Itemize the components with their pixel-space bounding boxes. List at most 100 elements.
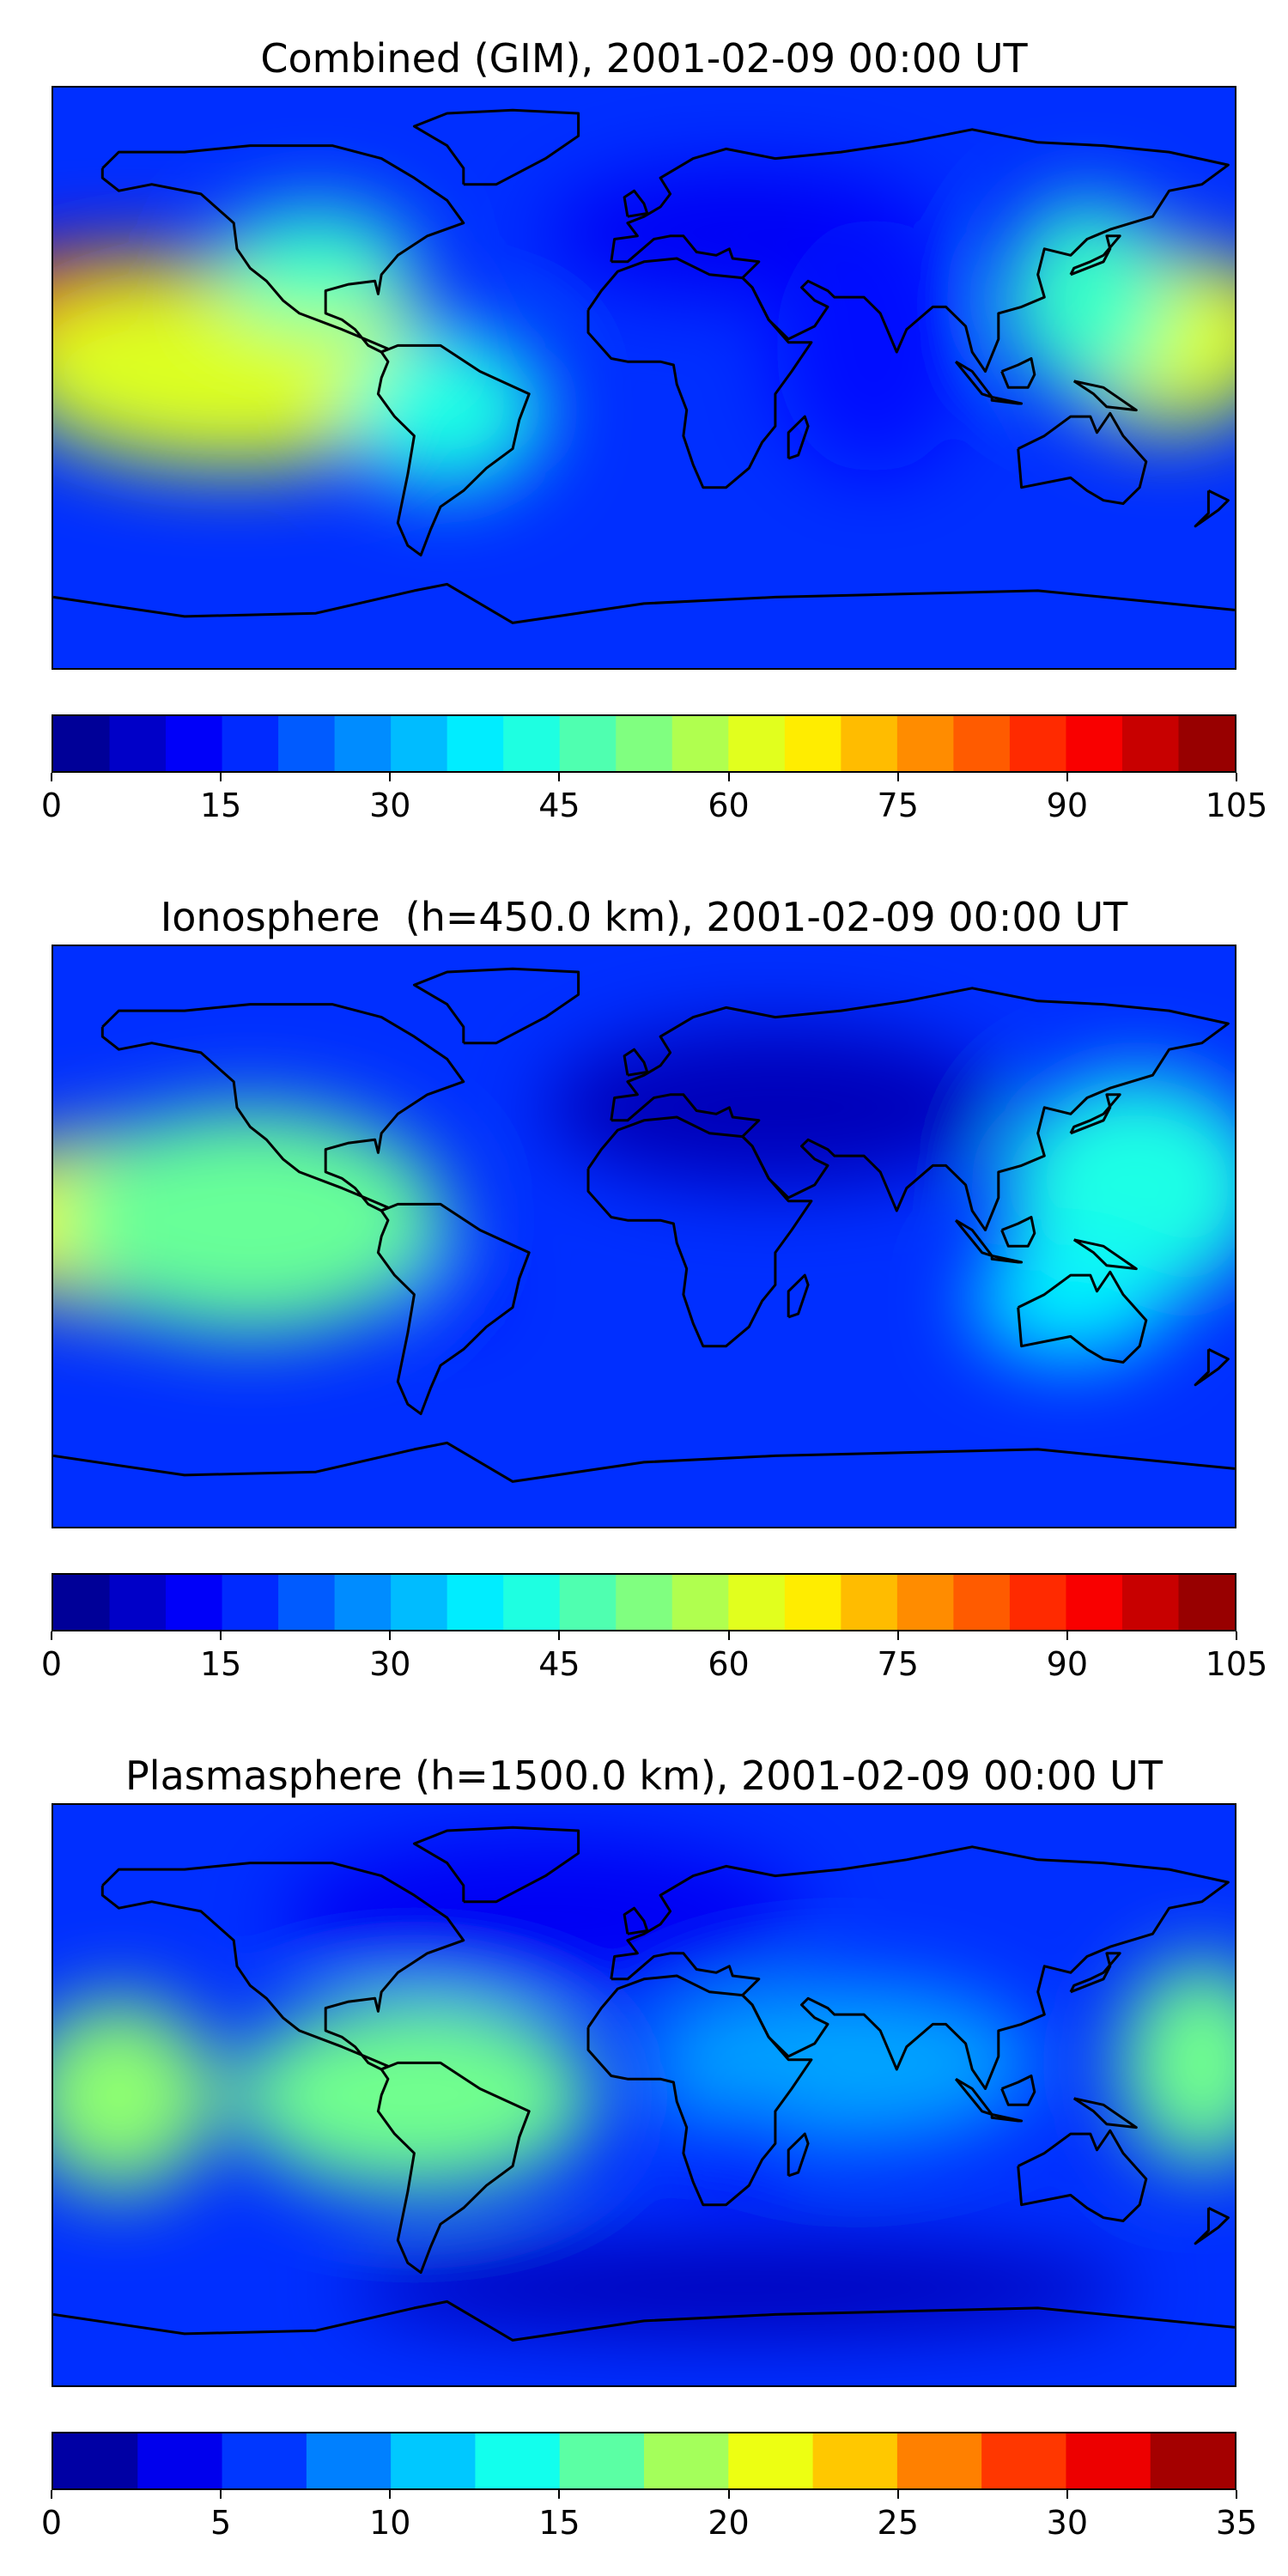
coastline [100, 1003, 465, 1212]
coastline [1194, 489, 1230, 528]
tec-map [53, 1805, 1235, 2385]
colorbar-tick-label: 0 [40, 1645, 63, 1683]
tec-blob [349, 2240, 1137, 2337]
colorbar-swatch [447, 1575, 504, 1630]
colorbar-swatch [671, 1575, 729, 1630]
colorbar-swatch [503, 1575, 561, 1630]
coastline [1072, 2097, 1138, 2129]
colorbar-tick-label: 5 [210, 2504, 232, 2542]
coastline [1069, 1093, 1121, 1135]
colorbar-tick-mark [389, 773, 392, 781]
tec-blob [1120, 1959, 1235, 2166]
coastline [1194, 2207, 1230, 2245]
coastline [1072, 1238, 1138, 1271]
colorbar-tick-label: 30 [1046, 2504, 1089, 2542]
colorbar-swatch [1066, 716, 1123, 771]
coastline [412, 967, 580, 1045]
colorbar-swatch [1121, 716, 1180, 771]
colorbar-swatch [616, 716, 673, 771]
coastline [990, 396, 1024, 405]
colorbar-swatch [559, 2433, 645, 2488]
coastline [1000, 1216, 1036, 1248]
colorbar-swatch [1066, 1575, 1123, 1630]
panel-ionosphere: Ionosphere (h=450.0 km), 2001-02-09 00:0… [0, 893, 1288, 1709]
colorbar-tick-mark [220, 773, 222, 781]
colorbar-tick-mark [558, 2490, 561, 2499]
coastline [376, 343, 531, 557]
colorbar-swatch [334, 1575, 392, 1630]
colorbar-tick-label: 30 [369, 787, 411, 824]
coastline [53, 1441, 1235, 1483]
colorbar-tick-mark [1236, 2490, 1237, 2499]
colorbar-ticks: 0 15 30 45 60 75 90 105 [41, 1631, 1267, 1692]
colorbar-tick-mark [727, 1631, 730, 1640]
colorbar-tick-label: 90 [1046, 787, 1089, 824]
colorbar-swatch [644, 2433, 729, 2488]
coastline [623, 189, 649, 218]
coastline [1017, 411, 1148, 505]
coastline [1000, 357, 1036, 389]
coastline [623, 1048, 649, 1077]
colorbar-swatch [278, 716, 336, 771]
colorbar-tick-mark [389, 1631, 392, 1640]
map-ionosphere [52, 945, 1236, 1528]
colorbar-swatch [559, 716, 617, 771]
coastline [376, 1202, 531, 1416]
colorbar-tick-label: 25 [877, 2504, 919, 2542]
colorbar-tick-label: 45 [538, 1645, 580, 1683]
colorbar-tick-mark [1066, 773, 1068, 781]
tec-blob [349, 329, 546, 491]
colorbar-tick-mark [220, 1631, 222, 1640]
coastline [990, 2113, 1024, 2123]
colorbar-swatch [671, 716, 729, 771]
coastline [586, 257, 813, 489]
colorbar-swatch [728, 716, 786, 771]
colorbar-swatch [1009, 716, 1067, 771]
colorbar-tick-label: 15 [199, 1645, 242, 1683]
colorbar-swatch [166, 716, 223, 771]
coastline [53, 2300, 1235, 2342]
colorbar-tick-label: 45 [538, 787, 580, 824]
colorbar-swatch [784, 1575, 841, 1630]
tec-blob [1005, 200, 1170, 394]
colorbar-tick-mark [727, 773, 730, 781]
colorbar-swatch [222, 2433, 307, 2488]
coastline [412, 108, 580, 186]
colorbar-tick-label: 75 [877, 787, 919, 824]
colorbar-tick-label: 0 [40, 2504, 63, 2542]
colorbar-swatch [953, 716, 1011, 771]
colorbar-tick-mark [220, 2490, 222, 2499]
map-title: Plasmasphere (h=1500.0 km), 2001-02-09 0… [125, 1753, 1163, 1799]
colorbar-swatch [1150, 2433, 1235, 2488]
coastline [610, 987, 1230, 1231]
colorbar [52, 1573, 1236, 1631]
colorbar-tick-mark [1236, 1631, 1237, 1640]
colorbar-swatch [53, 1575, 111, 1630]
colorbar [52, 2432, 1236, 2490]
coastline [787, 2132, 810, 2178]
colorbar-swatch [1178, 1575, 1235, 1630]
colorbar-tick-mark [896, 1631, 899, 1640]
colorbar-tick-label: 90 [1046, 1645, 1089, 1683]
colorbar-swatch [391, 716, 448, 771]
colorbar-ticks: 0 15 30 45 60 75 90 105 [41, 773, 1267, 833]
tec-blob [234, 1998, 595, 2192]
coastline [1194, 1348, 1230, 1387]
colorbar-ticks: 0 5 10 15 20 25 30 35 [41, 2490, 1257, 2550]
colorbar-swatch [896, 1575, 954, 1630]
colorbar-swatch [53, 716, 111, 771]
tec-blob [407, 1252, 487, 1317]
colorbar-tick-mark [389, 2490, 392, 2499]
colorbar-tick-mark [51, 2490, 52, 2499]
colorbar-tick-mark [1236, 773, 1237, 781]
colorbar-swatch [447, 716, 504, 771]
colorbar-swatch [53, 2433, 138, 2488]
colorbar-tick-mark [727, 2490, 730, 2499]
colorbar-tick-label: 35 [1215, 2504, 1258, 2542]
colorbar-tick-mark [51, 1631, 52, 1640]
colorbar-tick-label: 75 [877, 1645, 919, 1683]
tec-blob [53, 1998, 218, 2192]
colorbar-tick-label: 105 [1205, 1645, 1268, 1683]
tec-field [53, 1026, 1235, 1359]
colorbar-swatch [222, 1575, 279, 1630]
